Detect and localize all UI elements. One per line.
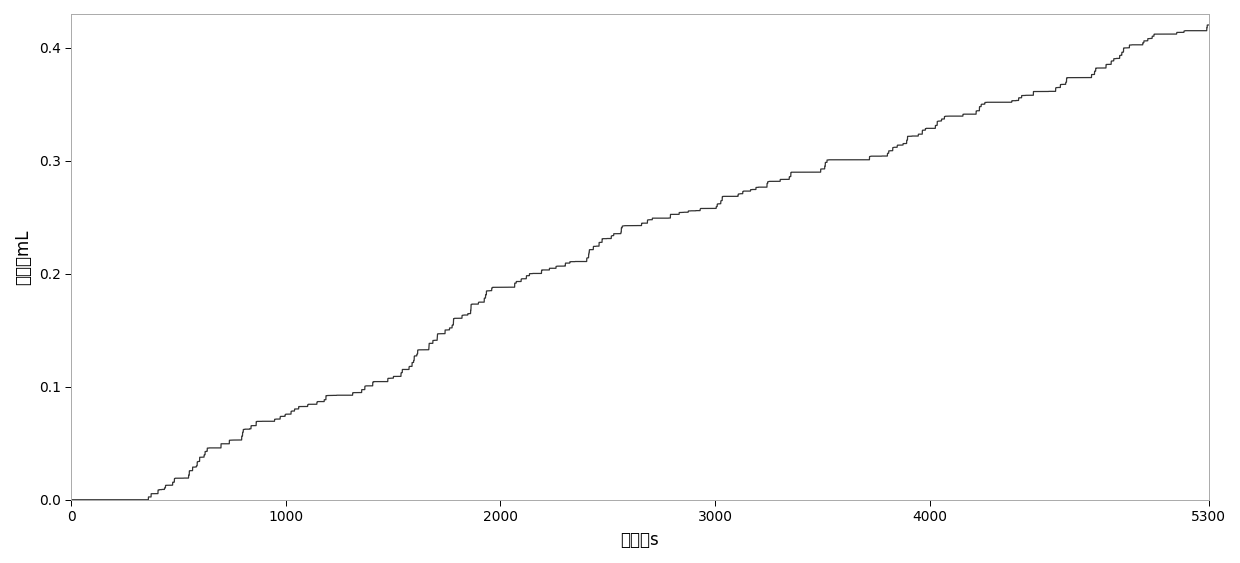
Y-axis label: 体积／mL: 体积／mL <box>14 229 32 284</box>
X-axis label: 时间／s: 时间／s <box>620 531 660 549</box>
